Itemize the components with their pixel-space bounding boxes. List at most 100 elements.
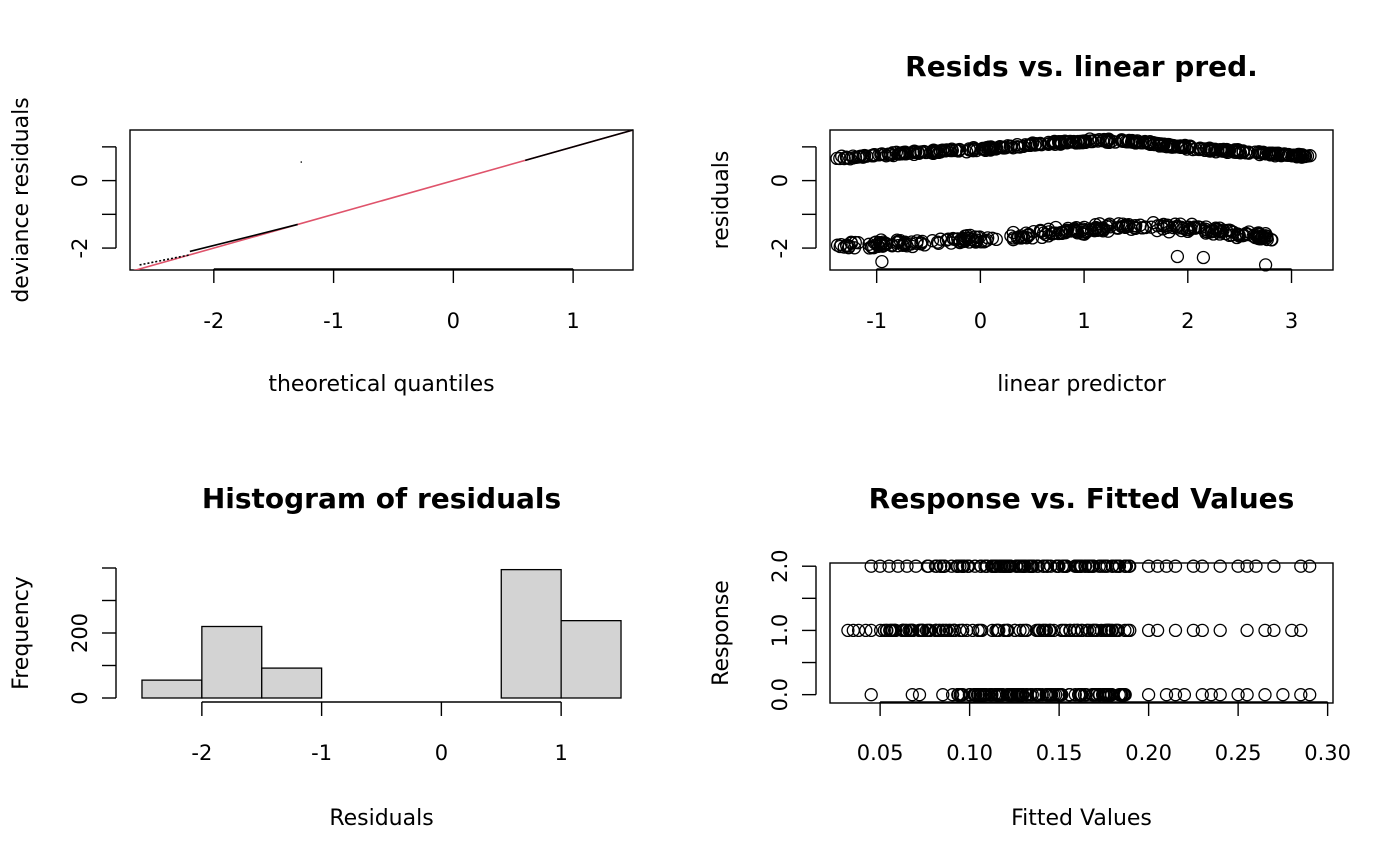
response-point (1204, 688, 1218, 702)
panel-title: Histogram of residuals (202, 482, 561, 515)
response-point (993, 559, 1008, 573)
residual-point (875, 254, 889, 269)
residual-point (1013, 140, 1027, 154)
response-point (1050, 559, 1065, 573)
response-point (1294, 559, 1308, 573)
residual-point (1036, 226, 1051, 240)
response-point (1055, 688, 1069, 702)
x-axis: -1 0 1 2 3 (866, 268, 1298, 333)
response-point (1075, 623, 1089, 638)
response-point (1285, 623, 1299, 638)
x-tick-label: 0.10 (946, 741, 993, 765)
residual-point (841, 241, 856, 255)
response-point (1015, 688, 1029, 702)
residual-point (1006, 141, 1021, 155)
panel-1-axes: -2 -1 0 1 -2 0 theoretical quantiles deviance r… (9, 97, 634, 397)
response-point (978, 559, 992, 573)
response-point (864, 688, 878, 702)
response-point (975, 623, 989, 638)
residual-point (914, 237, 928, 251)
y-tick-label: 2.0 (768, 550, 792, 583)
histogram-bar (201, 625, 263, 699)
response-point (945, 688, 960, 702)
residual-point (1015, 230, 1029, 245)
response-point (936, 688, 950, 702)
response-point (1110, 559, 1124, 573)
residual-point (981, 231, 995, 245)
residual-point (1063, 134, 1077, 149)
y-tick-label: 0 (68, 174, 92, 187)
response-point (985, 559, 999, 573)
response-point (1168, 688, 1183, 702)
response-point (1067, 623, 1082, 638)
response-point (1213, 623, 1227, 638)
response-points (841, 559, 1317, 702)
response-point (930, 559, 944, 573)
y-axis-label: Frequency (9, 576, 34, 690)
x-tick-label: -1 (311, 741, 332, 765)
histogram-bar (261, 667, 323, 699)
response-point (921, 559, 935, 573)
response-point (1141, 688, 1156, 702)
response-point (1016, 559, 1030, 573)
response-point (956, 559, 970, 573)
residual-point (897, 237, 911, 251)
response-point (940, 623, 954, 638)
residual-point (1196, 250, 1211, 265)
qq-points-segment (189, 223, 298, 253)
residual-point (1156, 217, 1171, 232)
response-point (1258, 623, 1272, 638)
response-point (1123, 559, 1137, 573)
response-point (990, 688, 1005, 702)
response-point (1016, 623, 1030, 638)
qq-point (300, 161, 303, 163)
residual-point (1209, 222, 1224, 236)
residual-point (1108, 135, 1122, 149)
response-point (1009, 559, 1024, 573)
response-point (979, 688, 994, 702)
response-point (1118, 623, 1132, 638)
residual-point (1068, 222, 1082, 236)
response-point (1150, 623, 1165, 638)
residual-point (1033, 223, 1048, 238)
response-point (1062, 688, 1077, 702)
residual-point (1303, 149, 1317, 163)
residual-point (1229, 145, 1243, 159)
residual-point (962, 235, 976, 249)
residual-point (1153, 138, 1167, 152)
response-point (1094, 623, 1108, 638)
x-tick-label: 1 (1077, 309, 1090, 333)
histogram-bars (141, 568, 622, 699)
residual-point (962, 142, 976, 156)
response-point (1092, 559, 1106, 573)
response-point (1303, 559, 1317, 573)
residual-point (866, 149, 881, 163)
residual-point (1202, 141, 1217, 155)
x-tick-label: -1 (323, 309, 344, 333)
response-point (859, 623, 873, 638)
response-point (873, 559, 887, 573)
response-point (888, 623, 902, 638)
residual-point (1052, 136, 1066, 150)
residual-point (871, 239, 886, 253)
response-point (1240, 688, 1254, 702)
x-tick-label: 0.25 (1215, 741, 1262, 765)
response-point (912, 623, 926, 638)
response-point (1267, 559, 1281, 573)
residual-point (1025, 231, 1040, 245)
residual-point (867, 241, 881, 255)
residual-point (880, 237, 894, 251)
panel-3-axes: -2 -1 0 1 0 200 Residuals Frequency Histogram of… (9, 482, 568, 831)
x-axis-label: Fitted Values (1011, 806, 1152, 831)
residual-point (1085, 134, 1100, 149)
residual-point (996, 141, 1010, 155)
y-axis: 0.0 1.0 2.0 (768, 550, 817, 711)
panel-title: Response vs. Fitted Values (869, 482, 1295, 515)
y-tick-label: 0.0 (768, 678, 792, 711)
qq-points-segment (524, 129, 634, 162)
histogram-bar (500, 568, 562, 699)
response-point (1240, 559, 1254, 573)
response-point (905, 688, 919, 702)
response-point (1177, 688, 1192, 702)
response-point (900, 559, 914, 573)
